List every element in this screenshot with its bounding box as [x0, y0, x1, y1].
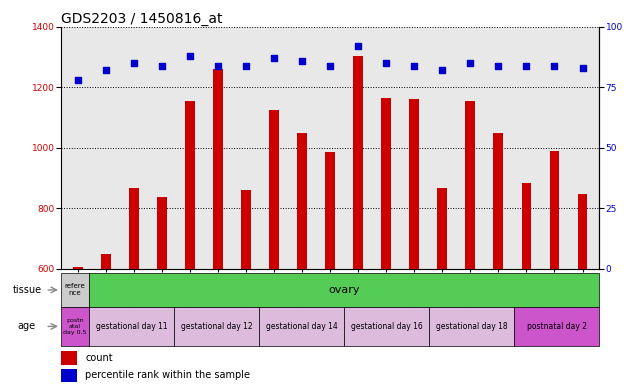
Text: postn
atal
day 0.5: postn atal day 0.5 — [63, 318, 87, 335]
Bar — [101, 254, 111, 269]
Bar — [494, 133, 503, 269]
Text: refere
nce: refere nce — [65, 283, 85, 296]
Bar — [73, 267, 83, 269]
Bar — [297, 133, 307, 269]
Bar — [465, 101, 475, 269]
Bar — [578, 194, 587, 269]
Point — [129, 60, 139, 66]
Bar — [61, 307, 89, 346]
Bar — [241, 190, 251, 269]
Text: ovary: ovary — [329, 285, 360, 295]
Point — [437, 67, 447, 73]
Point — [325, 63, 335, 69]
Bar — [61, 273, 89, 307]
Bar — [429, 307, 514, 346]
Bar — [269, 110, 279, 269]
Bar — [549, 151, 560, 269]
Bar — [213, 69, 223, 269]
Point — [213, 63, 223, 69]
Text: gestational day 14: gestational day 14 — [266, 322, 338, 331]
Bar — [61, 351, 77, 365]
Text: GDS2203 / 1450816_at: GDS2203 / 1450816_at — [61, 12, 222, 26]
Bar — [437, 188, 447, 269]
Text: gestational day 16: gestational day 16 — [351, 322, 422, 331]
Point — [549, 63, 560, 69]
Text: postnatal day 2: postnatal day 2 — [527, 322, 587, 331]
Point — [101, 67, 111, 73]
Bar — [522, 183, 531, 269]
Bar — [185, 101, 195, 269]
Bar — [174, 307, 259, 346]
Point — [185, 53, 195, 59]
Point — [269, 55, 279, 61]
Bar — [325, 152, 335, 269]
Bar — [514, 307, 599, 346]
Bar — [381, 98, 391, 269]
Point — [494, 63, 504, 69]
Point — [72, 77, 83, 83]
Text: gestational day 18: gestational day 18 — [436, 322, 508, 331]
Point — [241, 63, 251, 69]
Bar — [410, 99, 419, 269]
Bar — [259, 307, 344, 346]
Point — [297, 58, 307, 64]
Text: gestational day 12: gestational day 12 — [181, 322, 253, 331]
Point — [381, 60, 391, 66]
Bar — [353, 56, 363, 269]
Text: percentile rank within the sample: percentile rank within the sample — [85, 370, 250, 380]
Point — [157, 63, 167, 69]
Point — [465, 60, 476, 66]
Bar — [344, 307, 429, 346]
Bar — [157, 197, 167, 269]
Text: gestational day 11: gestational day 11 — [96, 322, 167, 331]
Text: count: count — [85, 353, 113, 363]
Point — [409, 63, 419, 69]
Bar — [89, 307, 174, 346]
Bar — [61, 369, 77, 382]
Text: tissue: tissue — [12, 285, 42, 295]
Bar — [129, 188, 138, 269]
Point — [578, 65, 588, 71]
Point — [521, 63, 531, 69]
Point — [353, 43, 363, 49]
Text: age: age — [18, 321, 36, 331]
